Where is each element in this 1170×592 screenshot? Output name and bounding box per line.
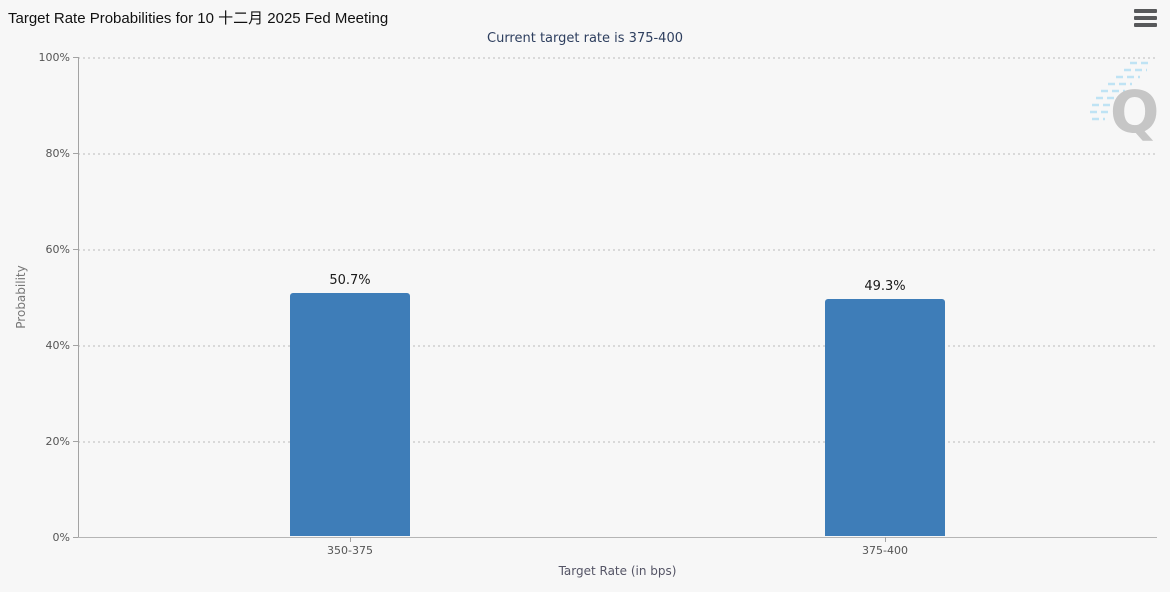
y-tick bbox=[73, 345, 78, 346]
quikstrike-watermark-logo: Q bbox=[1090, 61, 1159, 144]
y-tick-label: 20% bbox=[45, 435, 70, 448]
y-tick bbox=[73, 249, 78, 250]
y-tick bbox=[73, 537, 78, 538]
x-tick bbox=[885, 537, 886, 542]
y-axis-title: Probability bbox=[14, 265, 28, 329]
bar-column-375-400: 49.3% bbox=[825, 57, 945, 536]
y-tick bbox=[73, 441, 78, 442]
bar-350-375[interactable] bbox=[290, 293, 410, 536]
chart-subtitle: Current target rate is 375-400 bbox=[487, 31, 683, 46]
y-tick bbox=[73, 153, 78, 154]
gridline-40 bbox=[78, 345, 1157, 347]
x-axis-line bbox=[78, 537, 1157, 538]
watermark-letter-q: Q bbox=[1110, 78, 1159, 144]
bar-value-label: 49.3% bbox=[864, 279, 906, 294]
hamburger-bar bbox=[1134, 23, 1157, 27]
x-tick bbox=[350, 537, 351, 542]
x-category-label: 375-400 bbox=[862, 544, 908, 557]
plot-area: Q 100% 80% 60% 40% 20% 0% 50.7% 49.3% 35… bbox=[39, 51, 1160, 578]
y-tick-label: 0% bbox=[52, 531, 70, 544]
bar-value-label: 50.7% bbox=[329, 273, 371, 288]
y-tick-label: 40% bbox=[45, 339, 70, 352]
y-axis-line bbox=[78, 57, 79, 537]
bar-375-400[interactable] bbox=[825, 299, 945, 536]
x-category-label: 350-375 bbox=[327, 544, 373, 557]
x-axis-title: Target Rate (in bps) bbox=[558, 564, 677, 578]
bar-column-350-375: 50.7% bbox=[290, 57, 410, 536]
y-tick-label: 60% bbox=[45, 243, 70, 256]
y-tick-label: 80% bbox=[45, 147, 70, 160]
chart-title: Target Rate Probabilities for 10 十二月 202… bbox=[8, 10, 389, 27]
gridline-60 bbox=[78, 249, 1157, 251]
hamburger-bar bbox=[1134, 9, 1157, 13]
hamburger-menu-icon[interactable] bbox=[1134, 9, 1157, 27]
gridline-100 bbox=[78, 57, 1157, 59]
hamburger-bar bbox=[1134, 16, 1157, 20]
y-tick-label: 100% bbox=[38, 51, 70, 64]
gridline-20 bbox=[78, 441, 1157, 443]
gridline-80 bbox=[78, 153, 1157, 155]
y-tick bbox=[73, 57, 78, 58]
